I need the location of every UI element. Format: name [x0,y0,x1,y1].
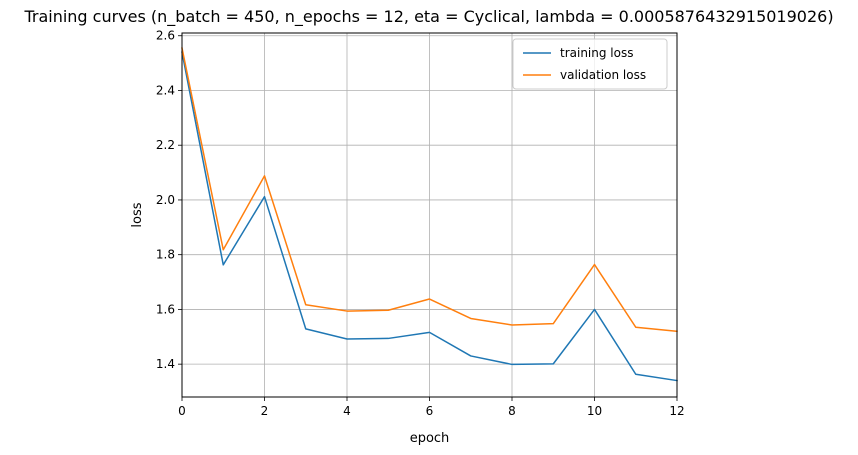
x-tick-label: 8 [508,404,516,418]
y-tick-label: 2.6 [156,29,175,43]
y-tick-label: 2.4 [156,83,175,97]
x-axis-label: epoch [410,431,450,446]
chart-title: Training curves (n_batch = 450, n_epochs… [23,7,833,27]
x-tick-label: 10 [587,404,602,418]
x-tick-label: 2 [261,404,269,418]
y-axis-label: loss [130,202,145,227]
tick-layer: 0 2 4 6 8 10 12 1.4 1.6 1.8 2.0 2.2 2.4 2.6 [156,29,685,418]
y-tick-label: 2.0 [156,193,175,207]
y-tick-label: 1.4 [156,357,175,371]
y-tick-label: 2.2 [156,138,175,152]
series-layer [181,47,678,382]
legend-label: validation loss [560,68,646,82]
x-tick-label: 4 [343,404,351,418]
x-tick-label: 0 [178,404,186,418]
legend-label: training loss [560,46,633,60]
x-tick-label: 12 [669,404,684,418]
legend-box [512,38,668,90]
y-tick-label: 1.8 [156,248,175,262]
x-tick-label: 6 [426,404,434,418]
y-tick-label: 1.6 [156,302,175,316]
legend: training loss validation loss [512,38,668,90]
